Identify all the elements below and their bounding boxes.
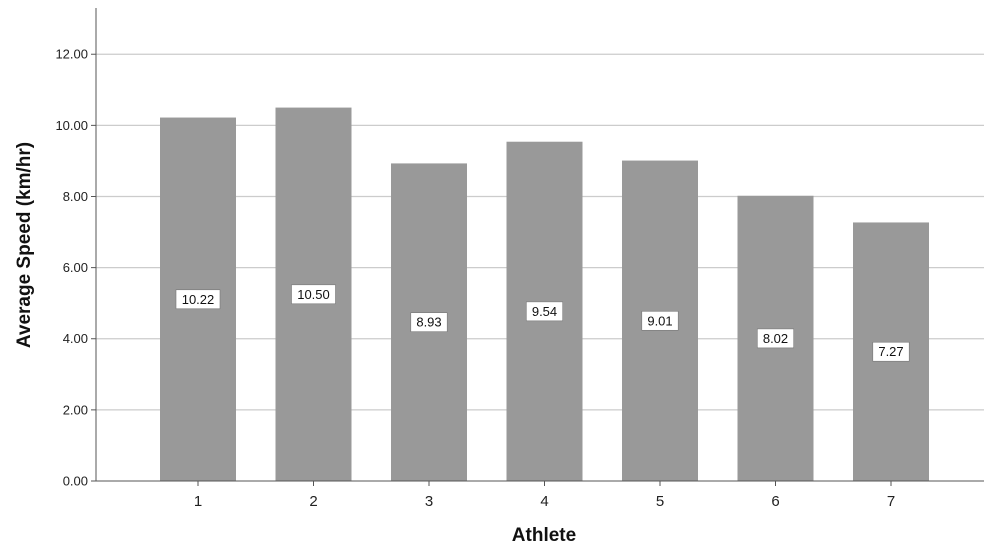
data-label: 10.50 bbox=[297, 287, 330, 302]
axes bbox=[95, 8, 984, 482]
data-label-box bbox=[291, 284, 336, 305]
y-tick-labels: 0.00 2.00 4.00 6.00 8.00 10.00 12.00 bbox=[55, 47, 96, 489]
data-label: 8.93 bbox=[416, 315, 441, 330]
y-tick-label: 6.00 bbox=[63, 260, 88, 275]
x-tick-label: 4 bbox=[540, 493, 548, 510]
x-tick-label: 1 bbox=[194, 493, 202, 510]
bars bbox=[160, 107, 929, 482]
data-label-box bbox=[410, 312, 448, 333]
data-label: 9.54 bbox=[532, 304, 557, 319]
data-label-box bbox=[641, 310, 679, 331]
data-label: 9.01 bbox=[647, 313, 672, 328]
data-label-box bbox=[872, 341, 910, 362]
x-axis-title: Athlete bbox=[512, 525, 576, 546]
y-tick-label: 0.00 bbox=[63, 474, 88, 489]
data-labels: 10.22 10.50 8.93 9.54 9.01 8.02 7.27 bbox=[175, 284, 910, 362]
x-tick-label: 2 bbox=[309, 493, 317, 510]
x-tick-labels: 1 2 3 4 5 6 7 bbox=[194, 481, 895, 510]
data-label: 7.27 bbox=[878, 344, 903, 359]
data-label: 8.02 bbox=[763, 331, 788, 346]
y-tick-label: 2.00 bbox=[63, 402, 88, 417]
data-label-box bbox=[525, 301, 563, 322]
x-tick-label: 3 bbox=[425, 493, 433, 510]
x-tick-label: 5 bbox=[656, 493, 664, 510]
y-tick-label: 12.00 bbox=[55, 47, 88, 62]
y-tick-label: 10.00 bbox=[55, 118, 88, 133]
data-label-box bbox=[756, 328, 794, 349]
x-tick-label: 6 bbox=[771, 493, 779, 510]
y-axis-title: Average Speed (km/hr) bbox=[14, 142, 35, 348]
data-label: 10.22 bbox=[182, 292, 215, 307]
y-tick-label: 8.00 bbox=[63, 189, 88, 204]
data-label-box bbox=[175, 289, 221, 310]
y-tick-label: 4.00 bbox=[63, 331, 88, 346]
x-tick-label: 7 bbox=[887, 493, 895, 510]
